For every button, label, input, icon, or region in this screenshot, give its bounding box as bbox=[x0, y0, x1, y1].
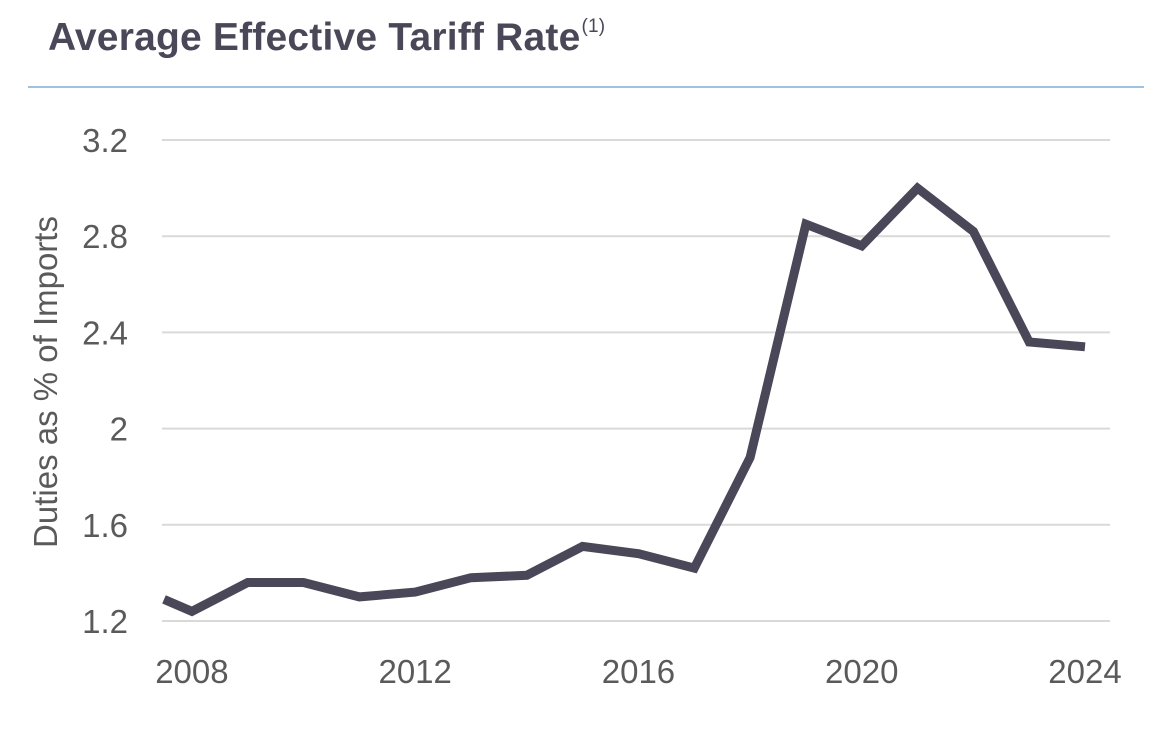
x-tick-label: 2008 bbox=[155, 653, 228, 690]
x-tick-label: 2012 bbox=[378, 653, 451, 690]
chart-title-text: Average Effective Tariff Rate bbox=[48, 16, 581, 59]
x-axis-ticks: 2008 2012 2016 2020 2024 bbox=[155, 653, 1122, 690]
series-line bbox=[162, 182, 1086, 617]
y-tick-label: 2 bbox=[110, 411, 128, 448]
y-tick-label: 2.8 bbox=[82, 218, 128, 255]
x-tick-label: 2020 bbox=[825, 653, 898, 690]
y-axis-title: Duties as % of Imports bbox=[27, 216, 64, 548]
y-tick-label: 1.6 bbox=[82, 507, 128, 544]
y-tick-label: 2.4 bbox=[82, 314, 128, 351]
title-divider bbox=[28, 86, 1144, 88]
chart-title-footnote-marker: (1) bbox=[581, 16, 606, 37]
grid-lines bbox=[162, 139, 1110, 622]
y-tick-label: 1.2 bbox=[82, 603, 128, 640]
y-tick-label: 3.2 bbox=[82, 122, 128, 159]
x-tick-label: 2024 bbox=[1048, 653, 1121, 690]
y-axis-ticks: 1.2 1.6 2 2.4 2.8 3.2 bbox=[82, 122, 128, 640]
chart-title: Average Effective Tariff Rate(1) bbox=[48, 16, 605, 60]
series-group bbox=[162, 182, 1086, 617]
x-tick-label: 2016 bbox=[602, 653, 675, 690]
